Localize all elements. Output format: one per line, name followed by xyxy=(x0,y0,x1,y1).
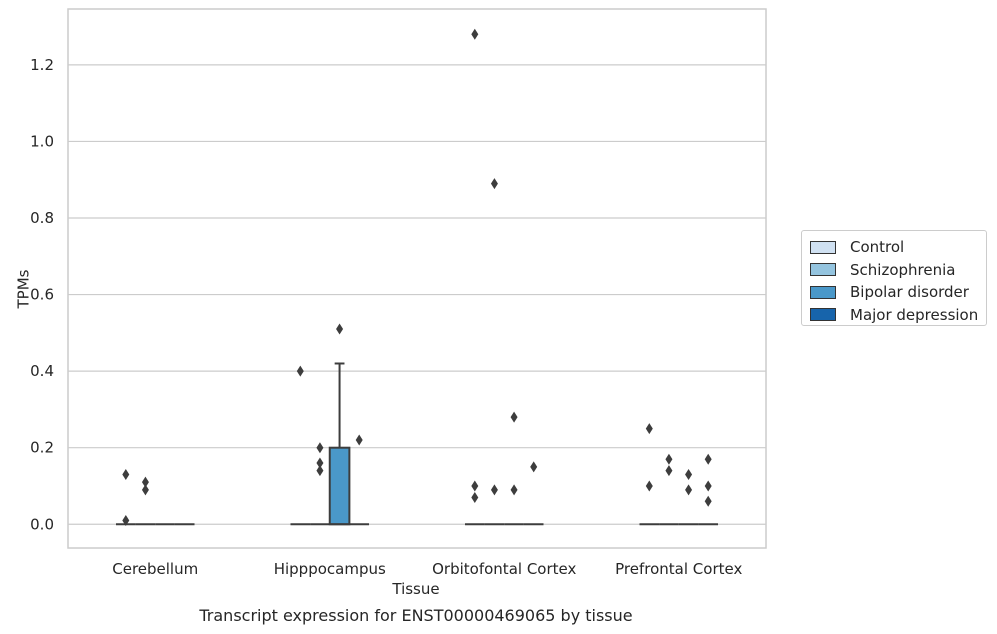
outlier-point xyxy=(122,514,130,526)
x-tick-label: Hipppocampus xyxy=(274,560,386,578)
outlier-point xyxy=(336,323,344,335)
outlier-point xyxy=(471,491,479,503)
outlier-point xyxy=(490,178,498,190)
box-group xyxy=(464,28,485,526)
legend-swatch xyxy=(810,285,836,299)
y-tick-label: 0.2 xyxy=(30,439,54,457)
outlier-point xyxy=(510,484,518,496)
legend-swatch xyxy=(810,263,836,277)
legend-item: Major depression xyxy=(810,304,986,327)
box-group xyxy=(639,423,660,526)
legend-label: Bipolar disorder xyxy=(850,283,969,302)
box-group xyxy=(659,453,679,526)
legend-swatch xyxy=(810,240,836,254)
outlier-point xyxy=(665,465,673,477)
box-group xyxy=(310,442,330,526)
y-tick-label: 1.0 xyxy=(30,132,54,150)
y-tick-label: 0.6 xyxy=(30,286,54,304)
legend-swatch xyxy=(810,308,836,322)
y-axis-label: TPMs xyxy=(14,269,33,309)
legend-label: Schizophrenia xyxy=(850,260,956,279)
outlier-point xyxy=(665,453,673,465)
y-tick-label: 1.2 xyxy=(30,56,54,74)
outlier-point xyxy=(355,434,363,446)
y-tick-label: 0.8 xyxy=(30,209,54,227)
box-group xyxy=(349,434,370,526)
box-group xyxy=(484,178,505,526)
x-axis-ticks: Cerebellum Hipppocampus Orbitofontal Corte… xyxy=(112,560,742,578)
chart-title: Transcript expression for ENST0000046906… xyxy=(199,606,633,625)
outlier-point xyxy=(704,480,712,492)
y-tick-label: 0.4 xyxy=(30,362,54,380)
box xyxy=(328,446,351,526)
box-group xyxy=(523,461,544,526)
outlier-point xyxy=(141,476,149,488)
box-group xyxy=(135,476,156,526)
y-axis-ticks: 0.0 0.2 0.4 0.6 0.8 1.0 1.2 xyxy=(30,56,54,533)
outlier-point xyxy=(685,469,693,480)
legend-label: Major depression xyxy=(850,305,979,324)
x-axis-label: Tissue xyxy=(392,580,440,598)
x-tick-label: Prefrontal Cortex xyxy=(615,560,742,578)
x-tick-label: Cerebellum xyxy=(112,560,198,578)
box-group xyxy=(698,453,719,526)
box-group xyxy=(115,469,136,526)
gridlines xyxy=(68,64,766,525)
outlier-point xyxy=(316,457,324,469)
legend-label: Control xyxy=(850,238,905,257)
box-group xyxy=(290,365,311,526)
outlier-point xyxy=(704,495,712,507)
box-group xyxy=(328,323,351,526)
outlier-point xyxy=(510,411,518,423)
box-group xyxy=(504,411,524,526)
outlier-point xyxy=(471,28,479,40)
y-tick-label: 0.0 xyxy=(30,515,54,533)
outlier-point xyxy=(141,484,149,496)
plot-frame xyxy=(67,8,767,549)
outlier-point xyxy=(530,461,538,473)
outlier-point xyxy=(685,484,693,496)
legend-item: Schizophrenia xyxy=(810,259,986,282)
x-tick-label: Orbitofontal Cortex xyxy=(432,560,576,578)
outlier-point xyxy=(645,423,653,435)
outlier-point xyxy=(122,469,130,480)
legend: Control Schizophrenia Bipolar disorder Majo… xyxy=(801,230,987,326)
chart-marks xyxy=(115,28,719,526)
legend-item: Control xyxy=(810,236,986,259)
outlier-point xyxy=(296,365,304,377)
outlier-point xyxy=(471,480,479,492)
box-group xyxy=(678,469,699,526)
outlier-point xyxy=(316,442,324,454)
legend-item: Bipolar disorder xyxy=(810,281,986,304)
outlier-point xyxy=(316,465,324,477)
outlier-point xyxy=(645,480,653,492)
outlier-point xyxy=(490,484,498,496)
outlier-point xyxy=(704,453,712,465)
